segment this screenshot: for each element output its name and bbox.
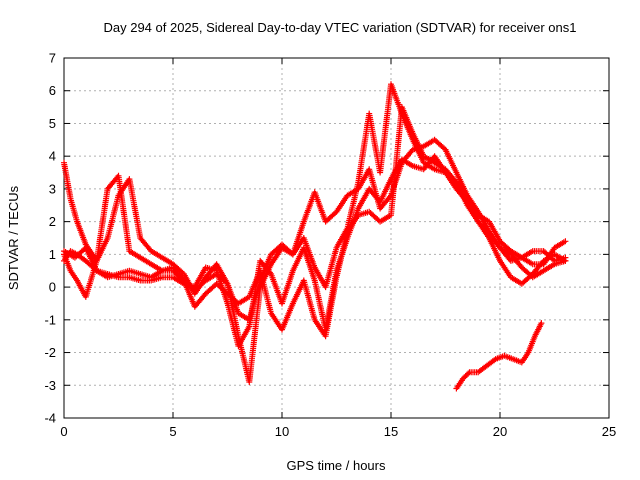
x-tick-label: 0 xyxy=(60,424,67,439)
data-points xyxy=(61,81,569,392)
y-tick-label: 1 xyxy=(49,247,56,262)
data-series-track-d xyxy=(61,81,569,385)
x-tick-label: 5 xyxy=(169,424,176,439)
x-tick-label: 20 xyxy=(493,424,507,439)
y-tick-label: 5 xyxy=(49,116,56,131)
x-tick-label: 25 xyxy=(602,424,616,439)
y-tick-label: 3 xyxy=(49,181,56,196)
x-axis-label: GPS time / hours xyxy=(287,458,386,473)
y-tick-label: 2 xyxy=(49,214,56,229)
data-series-track-e xyxy=(453,320,545,392)
x-tick-label: 15 xyxy=(384,424,398,439)
y-tick-label: -1 xyxy=(44,312,56,327)
axis-ticks: 0 5 10 15 20 25 -4 -3 -2 -1 0 1 2 3 4 5 6 7 xyxy=(44,51,616,440)
y-tick-label: 0 xyxy=(49,280,56,295)
chart-title: Day 294 of 2025, Sidereal Day-to-day VTE… xyxy=(103,20,576,35)
y-axis-label: SDTVAR / TECUs xyxy=(6,185,21,290)
y-tick-label: -4 xyxy=(44,411,56,426)
plot-frame xyxy=(63,57,610,419)
y-tick-label: 6 xyxy=(49,83,56,98)
y-tick-label: 4 xyxy=(49,149,56,164)
y-tick-label: -3 xyxy=(44,378,56,393)
y-tick-label: 7 xyxy=(49,51,56,66)
x-tick-label: 10 xyxy=(275,424,289,439)
y-tick-label: -2 xyxy=(44,345,56,360)
grid xyxy=(64,58,609,418)
